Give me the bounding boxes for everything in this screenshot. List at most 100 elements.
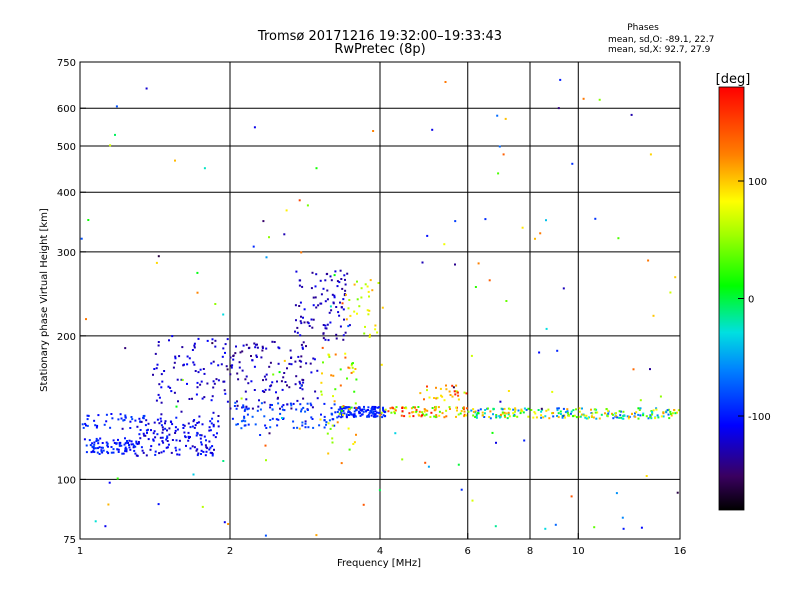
data-point: [201, 505, 204, 508]
data-point: [139, 420, 142, 423]
data-point: [282, 376, 285, 379]
data-point: [649, 415, 652, 417]
data-point: [195, 393, 198, 396]
data-point: [302, 406, 305, 409]
data-point: [637, 417, 640, 420]
data-point: [160, 413, 163, 416]
data-point: [288, 362, 291, 365]
data-point: [495, 441, 497, 444]
data-point: [336, 285, 339, 288]
data-point: [570, 410, 573, 413]
data-point: [350, 371, 353, 374]
data-point: [348, 448, 351, 451]
data-point: [366, 285, 369, 288]
data-point: [462, 408, 465, 411]
data-point: [448, 406, 451, 409]
data-point: [223, 521, 226, 524]
data-point: [384, 408, 387, 411]
data-point: [174, 426, 177, 429]
data-point: [272, 373, 275, 376]
data-point: [337, 415, 340, 418]
data-point: [300, 251, 303, 254]
data-point: [316, 369, 319, 372]
data-point: [616, 416, 619, 419]
data-point: [155, 261, 158, 264]
data-point: [369, 279, 372, 282]
data-point: [479, 408, 482, 411]
data-point: [498, 415, 501, 418]
data-point: [212, 360, 215, 363]
data-point: [492, 408, 495, 411]
data-point: [544, 527, 547, 530]
data-point: [279, 412, 282, 415]
data-point: [168, 339, 170, 342]
data-point: [184, 435, 186, 438]
data-point: [538, 351, 541, 354]
data-point: [423, 408, 426, 411]
data-point: [162, 450, 165, 453]
data-point: [312, 318, 315, 321]
data-point: [298, 284, 301, 287]
data-point: [237, 378, 240, 381]
data-point: [195, 434, 198, 437]
data-point: [139, 429, 142, 431]
data-point: [157, 344, 160, 347]
data-point: [342, 409, 345, 412]
data-point: [369, 409, 372, 412]
data-point: [224, 392, 227, 395]
data-point: [265, 347, 268, 350]
data-point: [585, 417, 588, 420]
data-point: [463, 415, 466, 418]
data-point: [655, 407, 658, 410]
data-point: [327, 422, 330, 425]
y-tick-label: 600: [57, 104, 76, 115]
data-point: [504, 117, 507, 120]
data-point: [337, 311, 340, 314]
data-point: [507, 407, 510, 410]
data-point: [570, 495, 573, 498]
data-point: [362, 503, 365, 506]
data-point: [187, 439, 190, 442]
data-point: [310, 318, 313, 321]
data-point: [85, 451, 88, 454]
data-point: [472, 408, 475, 411]
data-point: [302, 341, 305, 344]
data-point: [355, 433, 357, 436]
data-point: [193, 363, 196, 366]
data-point: [311, 326, 314, 329]
data-point: [301, 285, 304, 288]
data-point: [339, 384, 342, 387]
data-point: [302, 316, 304, 319]
data-point: [210, 362, 213, 365]
data-point: [226, 400, 229, 403]
data-point: [203, 396, 206, 399]
data-point: [326, 289, 329, 292]
data-point: [344, 352, 347, 355]
data-point: [295, 408, 298, 411]
data-point: [475, 414, 478, 417]
data-point: [188, 437, 191, 439]
x-axis: 1 2 4 6 8 10 16: [77, 533, 686, 557]
data-point: [562, 414, 565, 417]
data-point: [673, 409, 676, 411]
data-point: [659, 395, 662, 398]
data-point: [206, 447, 209, 450]
data-point: [319, 418, 322, 421]
data-point: [427, 465, 430, 468]
data-point: [336, 411, 339, 413]
data-point: [557, 416, 560, 419]
data-point: [174, 355, 177, 358]
data-point: [353, 410, 356, 413]
data-point: [290, 407, 293, 410]
data-point: [438, 414, 441, 417]
data-point: [340, 278, 343, 280]
data-point: [591, 412, 594, 415]
data-point: [426, 385, 428, 388]
data-point: [103, 423, 106, 426]
data-point: [152, 373, 154, 376]
data-point: [522, 411, 525, 414]
data-point: [370, 410, 373, 413]
y-tick-label: 400: [57, 188, 76, 199]
data-point: [261, 347, 264, 349]
data-point: [236, 400, 238, 403]
